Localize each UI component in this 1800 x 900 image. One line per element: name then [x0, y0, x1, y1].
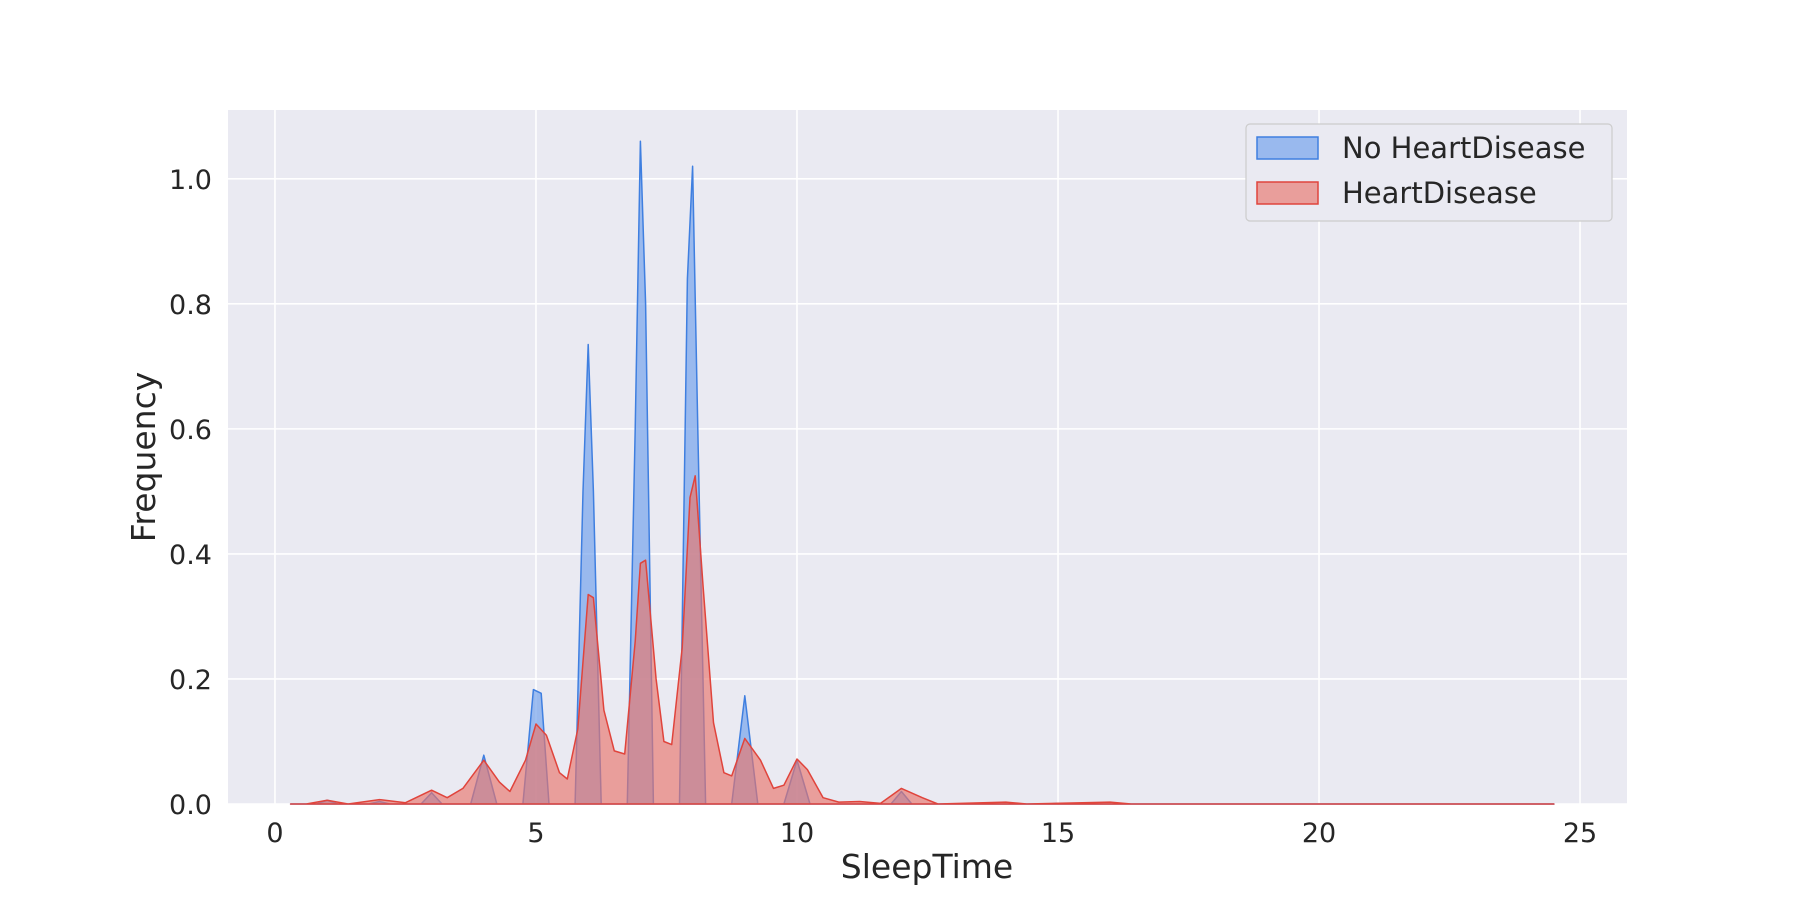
legend: No HeartDisease HeartDisease — [1245, 123, 1613, 222]
series-areas — [289, 140, 1555, 805]
x-tick-label: 25 — [1563, 818, 1597, 849]
x-axis-label: SleepTime — [841, 847, 1013, 886]
legend-box — [1245, 123, 1613, 222]
x-tick-label: 0 — [266, 818, 283, 849]
x-tick-label: 5 — [527, 818, 544, 849]
y-axis-label: Frequency — [124, 372, 163, 542]
legend-label-no-heartdisease: No HeartDisease — [1342, 131, 1585, 165]
legend-swatch-heartdisease — [1256, 181, 1319, 205]
area-series-heartdisease — [289, 475, 1555, 805]
y-tick-label: 0.8 — [169, 290, 212, 321]
y-tick-label: 0.2 — [169, 665, 212, 696]
x-tick-labels: 0 5 10 15 20 25 — [266, 818, 1597, 849]
y-tick-label: 0.6 — [169, 415, 212, 446]
y-tick-label: 0.0 — [169, 790, 212, 821]
x-tick-label: 15 — [1041, 818, 1075, 849]
y-tick-labels: 0.0 0.2 0.4 0.6 0.8 1.0 — [169, 165, 212, 821]
x-tick-label: 20 — [1302, 818, 1336, 849]
y-tick-label: 1.0 — [169, 165, 212, 196]
plot-background — [228, 110, 1627, 804]
x-tick-label: 10 — [780, 818, 814, 849]
legend-label-heartdisease: HeartDisease — [1342, 176, 1537, 210]
y-tick-label: 0.4 — [169, 540, 212, 571]
legend-swatch-no-heartdisease — [1256, 136, 1319, 160]
